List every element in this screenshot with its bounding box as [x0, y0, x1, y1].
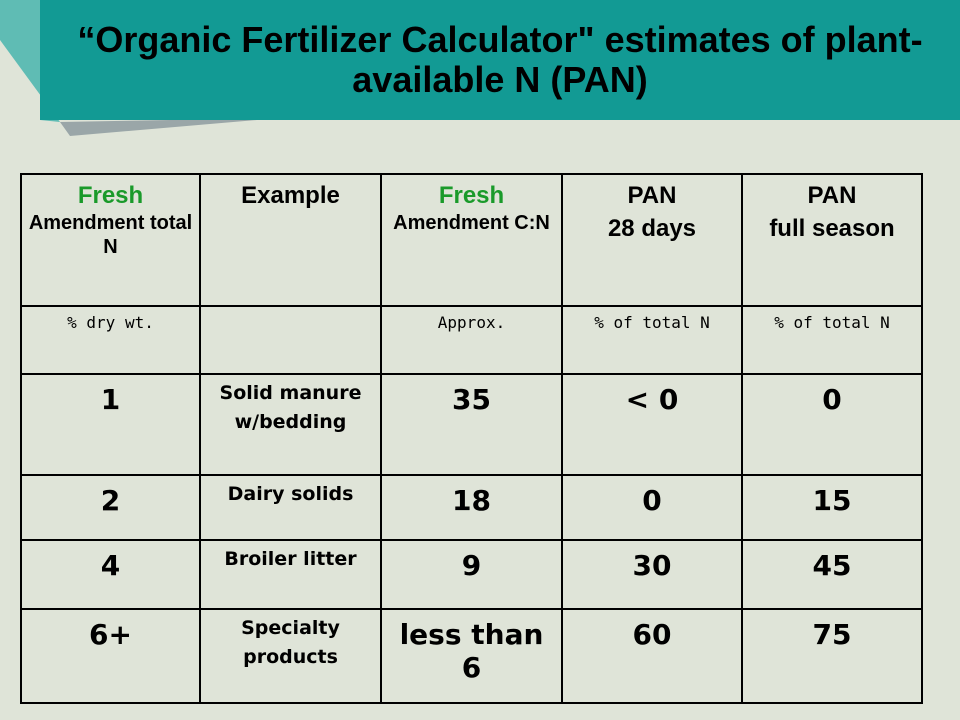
value-cell: 45	[741, 539, 923, 610]
header-sub: full season	[769, 215, 895, 242]
decoration	[0, 0, 280, 136]
header-cell: Example	[199, 173, 382, 307]
header-main: PAN	[807, 182, 857, 209]
value-cell: 15	[741, 474, 923, 541]
header-main: Fresh	[438, 182, 505, 209]
banner-fold	[0, 0, 60, 122]
value-cell: < 0	[561, 373, 743, 476]
value-cell: 60	[561, 608, 743, 704]
header-cell: PAN 28 days	[561, 173, 743, 307]
value-cell: 0	[741, 373, 923, 476]
value-cell: 6+	[20, 608, 201, 704]
header-cell: PAN full season	[741, 173, 923, 307]
units-cell: % of total N	[741, 305, 923, 375]
value-cell: 35	[380, 373, 563, 476]
data-row: 2 Dairy solids 18 0 15	[20, 474, 923, 541]
units-cell: Approx.	[380, 305, 563, 375]
value-cell: 0	[561, 474, 743, 541]
header-main: Fresh	[77, 182, 144, 209]
header-sub: Amendment C:N	[393, 212, 550, 234]
header-sub: 28 days	[607, 215, 697, 242]
table: Fresh Amendment total N Example Fresh Amendm…	[20, 173, 923, 704]
shadow	[60, 118, 280, 136]
example-cell: Solid manure w/bedding	[199, 373, 382, 476]
header-cell: Fresh Amendment C:N	[380, 173, 563, 307]
example-cell: Specialty products	[199, 608, 382, 704]
value-cell: less than 6	[380, 608, 563, 704]
value-cell: 30	[561, 539, 743, 610]
value-cell: 4	[20, 539, 201, 610]
value-cell: 9	[380, 539, 563, 610]
value-cell: 18	[380, 474, 563, 541]
value-cell: 2	[20, 474, 201, 541]
example-cell: Broiler litter	[199, 539, 382, 610]
header-cell: Fresh Amendment total N	[20, 173, 201, 307]
header-sub: Amendment total N	[28, 212, 193, 258]
header-row: Fresh Amendment total N Example Fresh Amendm…	[20, 173, 923, 307]
units-cell	[199, 305, 382, 375]
value-cell: 75	[741, 608, 923, 704]
title: “Organic Fertilizer Calculator" estimate…	[77, 19, 923, 100]
units-cell: % dry wt.	[20, 305, 201, 375]
data-row: 6+ Specialty products less than 6 60 75	[20, 608, 923, 704]
value-cell: 1	[20, 373, 201, 476]
example-cell: Dairy solids	[199, 474, 382, 541]
units-row: % dry wt. Approx.% of total N% of total N	[20, 305, 923, 375]
units-cell: % of total N	[561, 305, 743, 375]
title-banner: “Organic Fertilizer Calculator" estimate…	[40, 0, 960, 120]
header-main: Example	[241, 182, 340, 209]
header-main: PAN	[627, 182, 677, 209]
data-row: 4 Broiler litter 9 30 45	[20, 539, 923, 610]
